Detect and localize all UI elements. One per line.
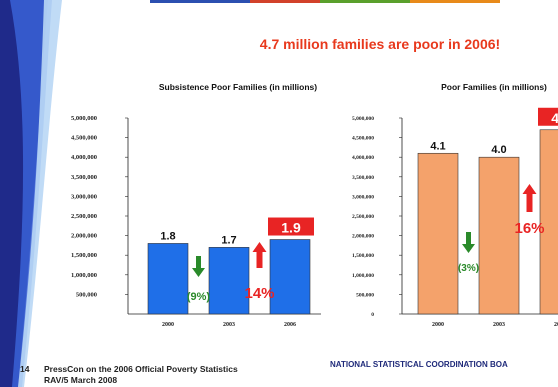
data-label: 1.9 (281, 220, 301, 236)
y-tick-label: 2,500,000 (71, 213, 97, 220)
chart-poor-families: Poor Families (in millions) 0 500,000 1,000… (352, 82, 558, 328)
chart-title: Subsistence Poor Families (in millions) (159, 82, 317, 92)
swoosh-light (18, 0, 62, 387)
change-label-up: 14% (244, 285, 274, 302)
x-tick-label: 2003 (493, 322, 505, 328)
page-number: 14 (20, 364, 30, 374)
change-label-down: (9%) (187, 291, 211, 303)
y-tick-label: 3,500,000 (71, 174, 97, 181)
bar-2006 (269, 239, 311, 315)
footer-left: 14 PressCon on the 2006 Official Poverty… (20, 364, 238, 386)
data-label-highlight-box (538, 107, 558, 126)
data-label: 4.0 (491, 144, 506, 156)
y-tick-label: 500,000 (356, 292, 374, 298)
y-tick-label: 1,000,000 (352, 273, 374, 279)
top-bar-red (250, 0, 320, 3)
footer-line-1: PressCon on the 2006 Official Poverty St… (44, 364, 238, 374)
up-arrow-icon (252, 242, 267, 268)
change-label-down: (3%) (458, 263, 479, 274)
y-tick-label: 500,000 (76, 291, 97, 298)
y-tick-label: 5,000,000 (352, 116, 374, 122)
top-bar-green (320, 0, 410, 3)
y-tick-label: 2,500,000 (352, 214, 374, 220)
top-bar-orange (410, 0, 500, 3)
chart-subsistence-poor: Subsistence Poor Families (in millions) 5… (71, 82, 321, 328)
bar-2000 (417, 152, 459, 315)
y-tick-label: 4,000,000 (352, 155, 374, 161)
y-tick-label: 3,000,000 (71, 193, 97, 200)
data-label: 4.7 (551, 110, 558, 126)
y-tick-label: 4,000,000 (71, 154, 97, 161)
x-tick-label: 2006 (554, 322, 558, 328)
x-tick-label: 2000 (432, 322, 444, 328)
y-tick-label: 1,500,000 (352, 253, 374, 259)
data-label: 1.7 (221, 234, 236, 246)
down-arrow-icon (462, 232, 475, 253)
y-tick-label: 2,000,000 (71, 233, 97, 240)
data-label: 1.8 (160, 230, 175, 242)
x-tick-label: 2003 (223, 322, 235, 328)
y-tick-label: 1,500,000 (71, 252, 97, 259)
y-tick-label: 1,000,000 (71, 272, 97, 279)
chart-title: Poor Families (in millions) (441, 82, 547, 92)
agency-name: NATIONAL STATISTICAL COORDINATION BOA (330, 360, 508, 369)
up-arrow-icon (522, 184, 537, 212)
x-tick-label: 2000 (162, 322, 174, 328)
y-tick-label: 2,000,000 (352, 234, 374, 240)
y-tick-label: 5,000,000 (71, 115, 97, 122)
y-tick-label: 4,500,000 (352, 136, 374, 142)
change-label-up: 16% (514, 220, 544, 237)
y-tick-label: 3,500,000 (352, 175, 374, 181)
x-tick-label: 2006 (284, 322, 296, 328)
top-bar-blue (150, 0, 250, 3)
slide-headline: 4.7 million families are poor in 2006! (259, 36, 501, 52)
data-label: 4.1 (430, 140, 445, 152)
bar-2000 (147, 243, 189, 315)
y-tick-label: 0 (371, 312, 374, 318)
y-tick-label: 3,000,000 (352, 194, 374, 200)
y-tick-label: 4,500,000 (71, 135, 97, 142)
data-label-highlight-box (268, 217, 314, 236)
bar-2003 (208, 247, 250, 315)
bar-2003 (478, 156, 520, 315)
decorative-swoosh (0, 0, 62, 387)
bar-2006 (539, 129, 558, 315)
footer-line-2: RAV/5 March 2008 (44, 375, 118, 385)
down-arrow-icon (192, 256, 205, 277)
